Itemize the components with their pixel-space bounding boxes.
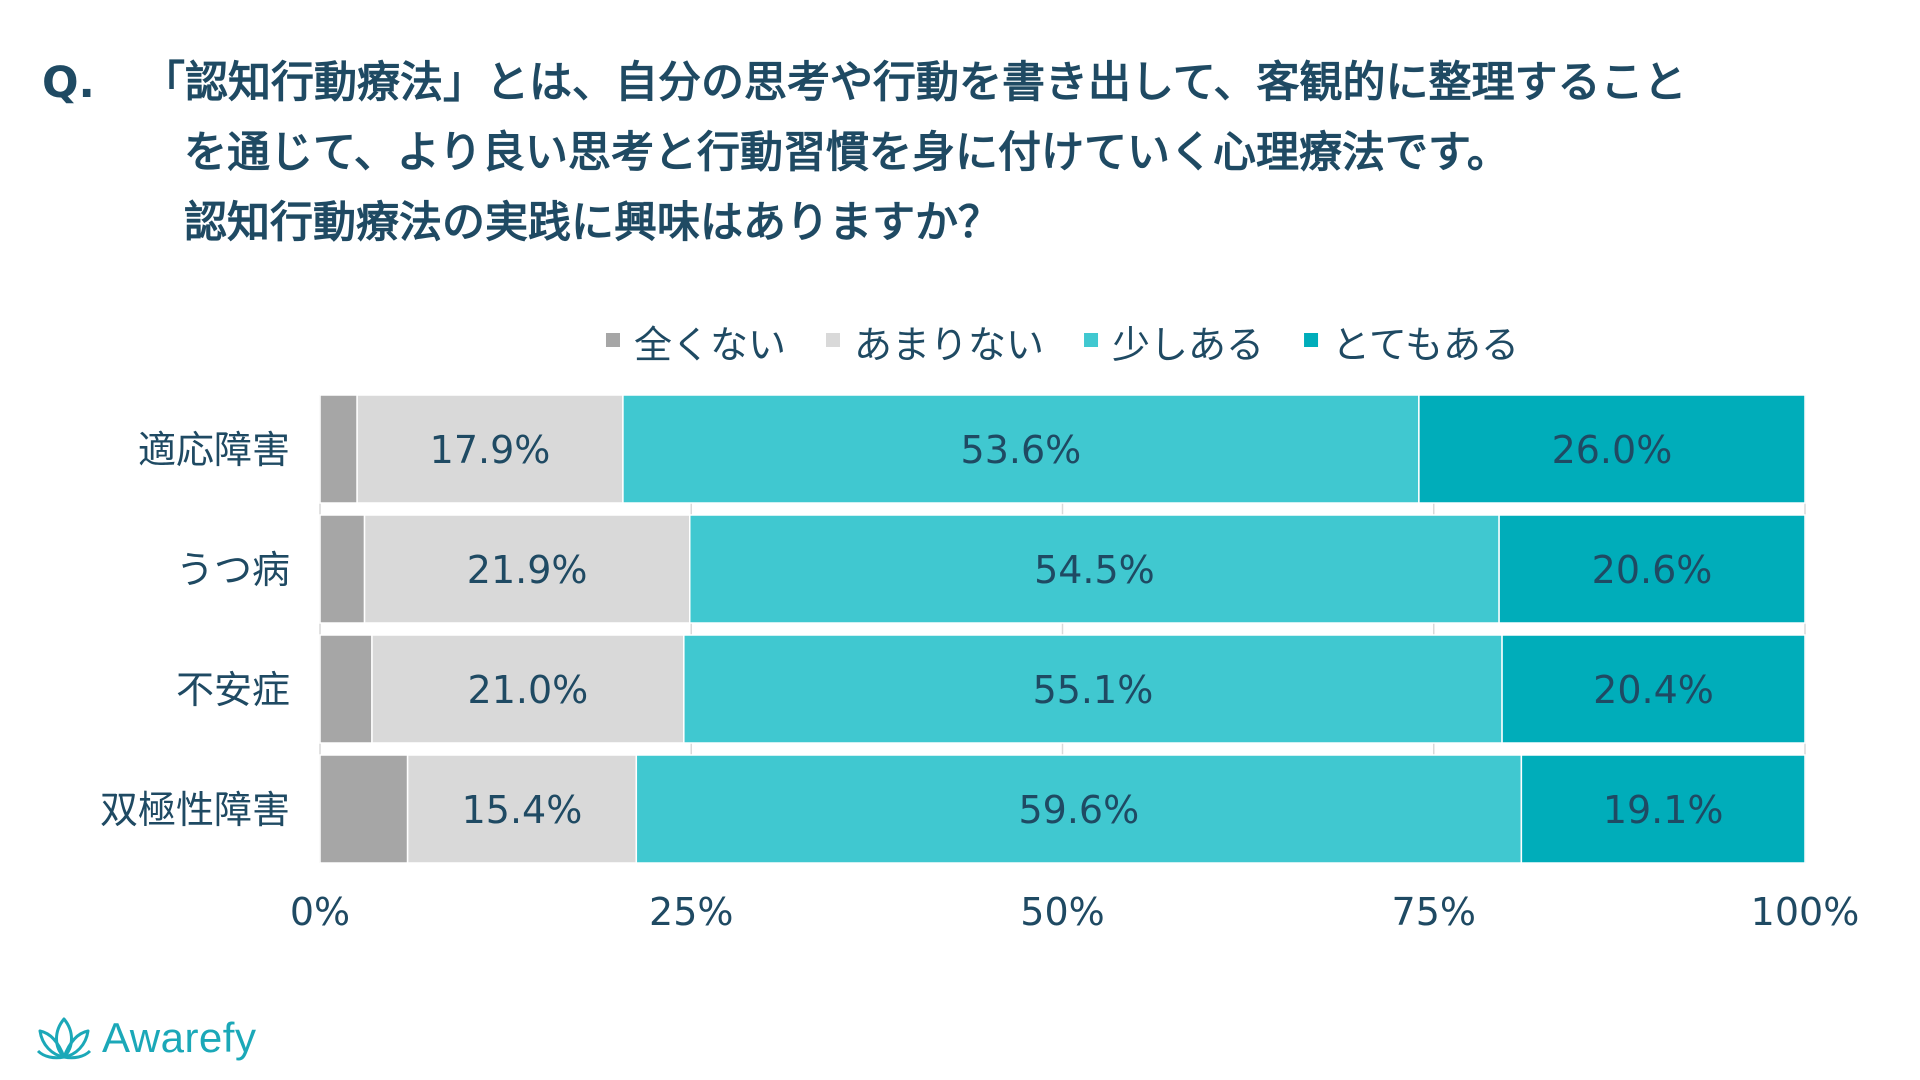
bar-segment	[689, 514, 1500, 624]
legend-swatch	[605, 333, 620, 347]
question-line-3: 認知行動療法の実践に興味はありますか？	[184, 198, 1001, 248]
data-label: 20.4%	[1593, 668, 1714, 712]
x-tick-label: 50%	[1020, 890, 1104, 934]
legend-swatch	[1304, 333, 1319, 347]
data-label: 21.0%	[468, 668, 589, 712]
data-label: 20.6%	[1592, 548, 1713, 592]
bar-segment	[356, 394, 624, 504]
legend: 全くない あまりない 少しある とてもある	[605, 323, 1519, 367]
question-line-2: を通じて、より良い思考と行動習慣を身に付けていく心理療法です。	[184, 128, 1510, 178]
bar-segment	[1498, 514, 1806, 624]
legend-swatch	[1084, 333, 1099, 347]
bar-segment	[683, 634, 1503, 744]
data-label: 55.1%	[1033, 668, 1154, 712]
bar-segment	[1418, 394, 1806, 504]
data-label: 17.9%	[430, 428, 551, 472]
question-line-1: 「認知行動療法」とは、自分の思考や行動を書き出して、客観的に整理すること	[142, 58, 1687, 108]
data-label: 26.0%	[1552, 428, 1673, 472]
legend-label: 全くない	[634, 323, 786, 367]
x-tick-label: 0%	[290, 890, 350, 934]
legend-label: あまりない	[854, 323, 1044, 367]
x-tick-label: 25%	[649, 890, 733, 934]
bars	[319, 394, 1806, 864]
bar-segment	[371, 634, 685, 744]
bar-segment	[319, 634, 373, 744]
data-label: 53.6%	[961, 428, 1082, 472]
lotus-icon	[36, 1017, 92, 1060]
question-text: Q. 「認知行動療法」とは、自分の思考や行動を書き出して、客観的に整理すること …	[42, 48, 1892, 258]
bar-segment	[319, 514, 366, 624]
bar-segment	[622, 394, 1420, 504]
bar-segment	[319, 394, 358, 504]
data-label: 21.9%	[467, 548, 588, 592]
bar-segment	[319, 754, 409, 864]
brand-logo: Awarefy	[36, 1008, 256, 1068]
data-label: 59.6%	[1018, 788, 1139, 832]
data-label: 54.5%	[1034, 548, 1155, 592]
bar-segment	[1501, 634, 1806, 744]
x-tick-label: 75%	[1392, 890, 1476, 934]
bar-segment	[1520, 754, 1806, 864]
bar-segment	[635, 754, 1523, 864]
brand-name: Awarefy	[102, 1014, 257, 1061]
bar-segment	[363, 514, 691, 624]
category-label: 適応障害	[138, 428, 290, 472]
x-tick-label: 100%	[1751, 890, 1860, 934]
category-label: うつ病	[176, 548, 290, 592]
legend-label: 少しある	[1112, 323, 1264, 367]
data-label: 19.1%	[1603, 788, 1724, 832]
legend-swatch	[826, 333, 841, 347]
data-labels: 17.9% 53.6% 26.0% 21.9% 54.5% 20.6% 21.0% 55.1%…	[430, 428, 1724, 832]
x-axis-ticks: 0% 25% 50% 75% 100%	[290, 890, 1859, 934]
category-label: 不安症	[176, 668, 290, 712]
question-lines: 「認知行動療法」とは、自分の思考や行動を書き出して、客観的に整理すること を通じ…	[142, 48, 1892, 258]
stacked-bar-chart: 17.9% 53.6% 26.0% 21.9% 54.5% 20.6% 21.0% 55.1%…	[100, 323, 1859, 934]
question-prefix: Q.	[42, 58, 95, 108]
category-label: 双極性障害	[100, 788, 290, 832]
legend-label: とてもある	[1332, 323, 1519, 367]
data-label: 15.4%	[462, 788, 583, 832]
